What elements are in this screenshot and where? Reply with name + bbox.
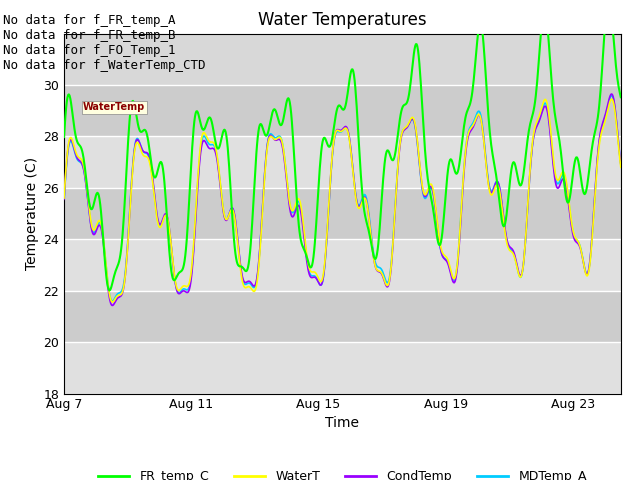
WaterT	[399, 128, 406, 133]
MDTemp_A	[94, 221, 102, 227]
CondTemp	[384, 283, 392, 289]
FR_temp_C	[94, 191, 102, 196]
FR_temp_C	[384, 147, 392, 153]
CondTemp	[94, 223, 102, 229]
Line: MDTemp_A: MDTemp_A	[64, 96, 621, 301]
WaterT	[60, 195, 68, 201]
Bar	[64, 240, 621, 291]
WaterT	[540, 97, 548, 103]
MDTemp_A	[384, 279, 392, 285]
CondTemp	[483, 169, 491, 175]
FR_temp_C	[415, 61, 423, 67]
FR_temp_C	[540, 6, 548, 12]
CondTemp	[415, 160, 423, 166]
Y-axis label: Temperature (C): Temperature (C)	[25, 157, 39, 270]
FR_temp_C	[617, 94, 625, 100]
CondTemp	[608, 91, 616, 97]
WaterT	[483, 170, 491, 176]
MDTemp_A	[617, 161, 625, 167]
WaterT	[109, 299, 116, 305]
FR_temp_C	[605, 0, 612, 2]
WaterT	[617, 165, 625, 170]
Legend: FR_temp_C, WaterT, CondTemp, MDTemp_A: FR_temp_C, WaterT, CondTemp, MDTemp_A	[93, 465, 592, 480]
FR_temp_C	[60, 134, 68, 140]
WaterT	[94, 219, 102, 225]
Text: No data for f_FR_temp_A
No data for f_FR_temp_B
No data for f_FO_Temp_1
No data : No data for f_FR_temp_A No data for f_FR…	[3, 14, 205, 72]
Line: FR_temp_C: FR_temp_C	[64, 0, 621, 290]
WaterT	[608, 96, 616, 102]
Bar	[64, 85, 621, 136]
MDTemp_A	[608, 93, 616, 98]
CondTemp	[617, 162, 625, 168]
X-axis label: Time: Time	[325, 416, 360, 430]
WaterT	[384, 282, 392, 288]
CondTemp	[60, 196, 68, 202]
Bar	[64, 188, 621, 240]
MDTemp_A	[399, 128, 406, 134]
MDTemp_A	[483, 167, 491, 172]
Line: WaterT: WaterT	[64, 99, 621, 302]
FR_temp_C	[483, 92, 491, 98]
CondTemp	[399, 130, 406, 135]
Title: Water Temperatures: Water Temperatures	[258, 11, 427, 29]
MDTemp_A	[540, 101, 548, 107]
Text: WaterTemp: WaterTemp	[83, 102, 145, 112]
MDTemp_A	[415, 161, 423, 167]
Bar	[64, 342, 621, 394]
Bar	[64, 136, 621, 188]
MDTemp_A	[108, 298, 116, 304]
FR_temp_C	[399, 104, 406, 110]
CondTemp	[540, 104, 548, 110]
FR_temp_C	[106, 288, 113, 293]
Bar	[64, 291, 621, 342]
Line: CondTemp: CondTemp	[64, 94, 621, 305]
CondTemp	[108, 302, 116, 308]
MDTemp_A	[60, 198, 68, 204]
WaterT	[415, 158, 423, 164]
